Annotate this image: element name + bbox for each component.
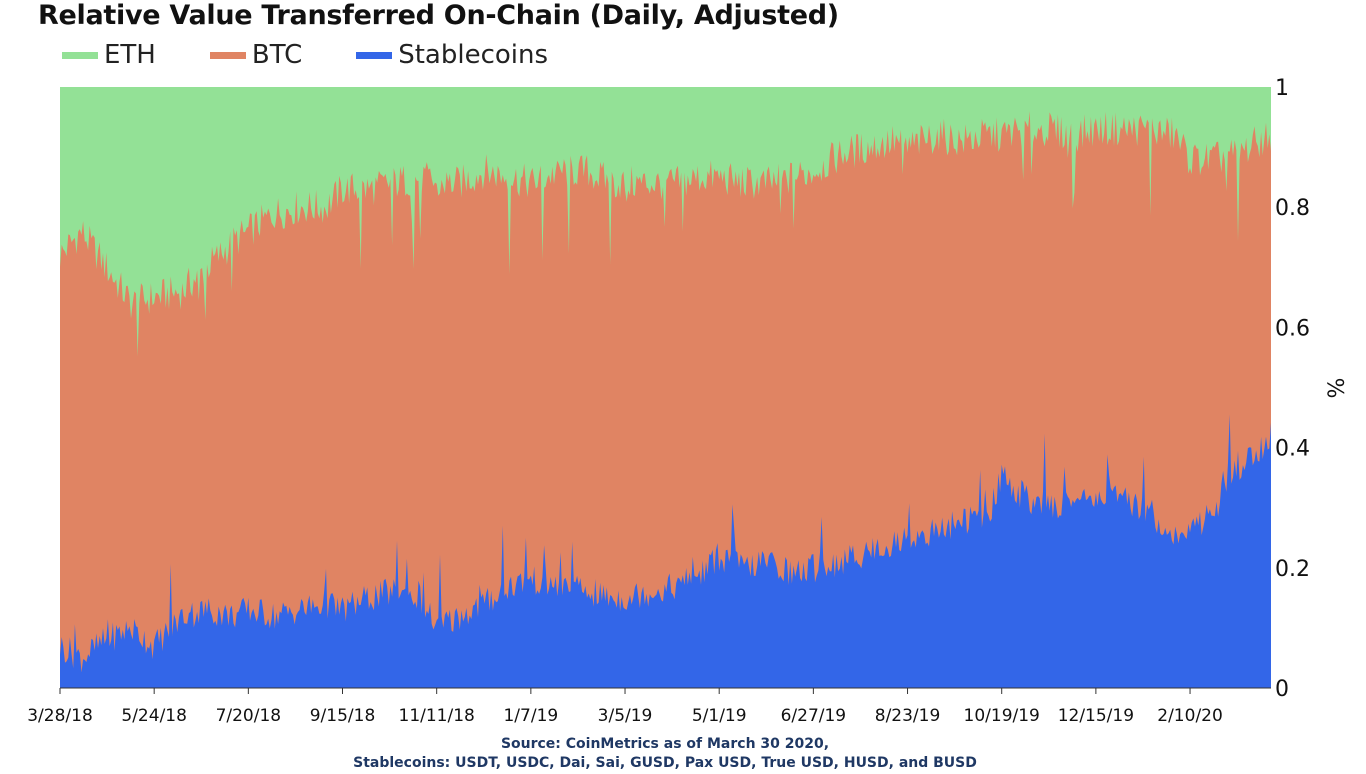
area-stablecoins (60, 414, 1271, 688)
x-tick-label: 12/15/19 (1058, 706, 1134, 726)
x-tick-label: 1/7/19 (503, 706, 558, 726)
legend-label-stablecoins: Stablecoins (398, 40, 549, 70)
legend-label-btc: BTC (251, 40, 303, 70)
x-tick-label: 3/5/19 (598, 706, 653, 726)
y-tick-label: 0 (1275, 677, 1289, 702)
legend-item-btc[interactable]: BTC (209, 40, 303, 70)
x-tick-label: 6/27/19 (781, 706, 847, 726)
chart-axes: 3/28/18 5/24/18 7/20/18 9/15/18 11/11/18 1/7/… (27, 76, 1350, 726)
legend-swatch-stablecoins (356, 51, 393, 59)
x-tick-label: 5/24/18 (121, 706, 187, 726)
legend-swatch-btc (209, 51, 246, 59)
y-axis-label: % (1325, 378, 1350, 399)
x-tick-label: 9/15/18 (310, 706, 376, 726)
chart-title: Relative Value Transferred On-Chain (Dai… (38, 0, 839, 31)
x-tick-label: 10/19/19 (964, 706, 1040, 726)
legend-item-eth[interactable]: ETH (62, 40, 156, 70)
x-tick-label: 5/1/19 (692, 706, 747, 726)
chart-areas (60, 87, 1271, 688)
x-tick-label: 8/23/19 (875, 706, 941, 726)
x-tick-label: 7/20/18 (216, 706, 282, 726)
legend-item-stablecoins[interactable]: Stablecoins (356, 40, 548, 70)
source-note: Source: CoinMetrics as of March 30 2020,… (0, 735, 1330, 773)
x-tick-label: 11/11/18 (399, 706, 475, 726)
x-tick-label: 3/28/18 (27, 706, 93, 726)
source-line-1: Source: CoinMetrics as of March 30 2020, (500, 736, 830, 752)
legend: ETH BTC Stablecoins (62, 38, 602, 72)
legend-swatch-eth (62, 51, 98, 59)
y-tick-label: 0.6 (1275, 316, 1310, 341)
source-line-2: Stablecoins: USDT, USDC, Dai, Sai, GUSD,… (353, 755, 977, 771)
y-tick-label: 0.2 (1275, 557, 1310, 582)
legend-label-eth: ETH (104, 40, 156, 70)
y-tick-label: 1 (1275, 76, 1289, 101)
y-tick-label: 0.4 (1275, 437, 1310, 462)
x-tick-label: 2/10/20 (1157, 706, 1223, 726)
y-tick-label: 0.8 (1275, 196, 1310, 221)
